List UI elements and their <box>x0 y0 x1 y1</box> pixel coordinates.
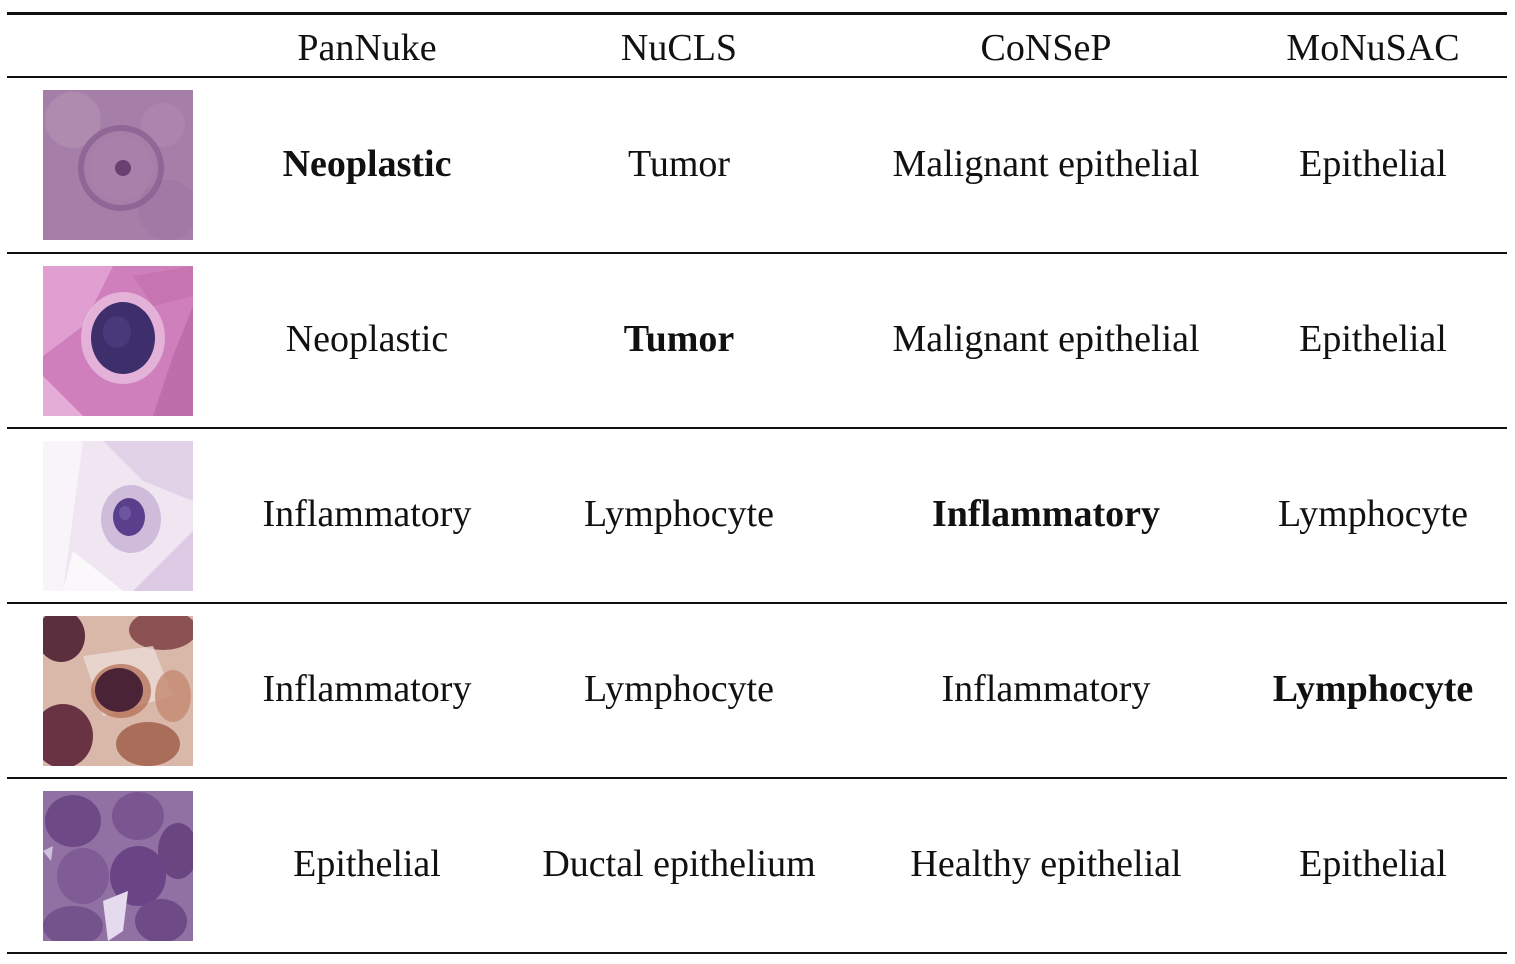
cell-r1-pannuke: Neoplastic <box>282 143 452 185</box>
cell-r4-pannuke: Inflammatory <box>262 668 472 710</box>
nucleus-thumbnail-4 <box>43 616 193 766</box>
cell-r2-monusac: Epithelial <box>1299 318 1447 360</box>
row-divider <box>7 602 1507 604</box>
nucleus-thumbnail-2 <box>43 266 193 416</box>
table-top-rule <box>7 12 1507 15</box>
cell-r3-consep: Inflammatory <box>932 493 1160 535</box>
nucleus-thumbnail-1 <box>43 90 193 240</box>
cell-r5-nucls: Ductal epithelium <box>542 843 816 885</box>
cell-r3-monusac: Lymphocyte <box>1278 493 1468 535</box>
nucleus-thumbnail-5 <box>43 791 193 941</box>
cell-r1-consep: Malignant epithelial <box>892 143 1200 185</box>
column-header-nucls: NuCLS <box>620 27 738 69</box>
nucleus-thumbnail-3 <box>43 441 193 591</box>
cell-r4-monusac: Lymphocyte <box>1272 668 1474 710</box>
cell-r2-consep: Malignant epithelial <box>892 318 1200 360</box>
row-divider <box>7 252 1507 254</box>
cell-r4-nucls: Lymphocyte <box>584 668 774 710</box>
cell-r2-nucls: Tumor <box>623 318 735 360</box>
column-header-monusac: MoNuSAC <box>1286 27 1460 69</box>
cell-r1-monusac: Epithelial <box>1299 143 1447 185</box>
cell-r2-pannuke: Neoplastic <box>285 318 449 360</box>
cell-r3-pannuke: Inflammatory <box>262 493 472 535</box>
cell-r5-consep: Healthy epithelial <box>910 843 1182 885</box>
table-bottom-rule <box>7 952 1507 954</box>
header-rule <box>7 76 1507 78</box>
cell-r1-nucls: Tumor <box>627 143 731 185</box>
cell-r4-consep: Inflammatory <box>941 668 1151 710</box>
row-divider <box>7 427 1507 429</box>
cell-r5-monusac: Epithelial <box>1299 843 1447 885</box>
column-header-pannuke: PanNuke <box>297 27 437 69</box>
cell-r5-pannuke: Epithelial <box>293 843 441 885</box>
row-divider <box>7 777 1507 779</box>
column-header-consep: CoNSeP <box>980 27 1112 69</box>
cell-r3-nucls: Lymphocyte <box>584 493 774 535</box>
